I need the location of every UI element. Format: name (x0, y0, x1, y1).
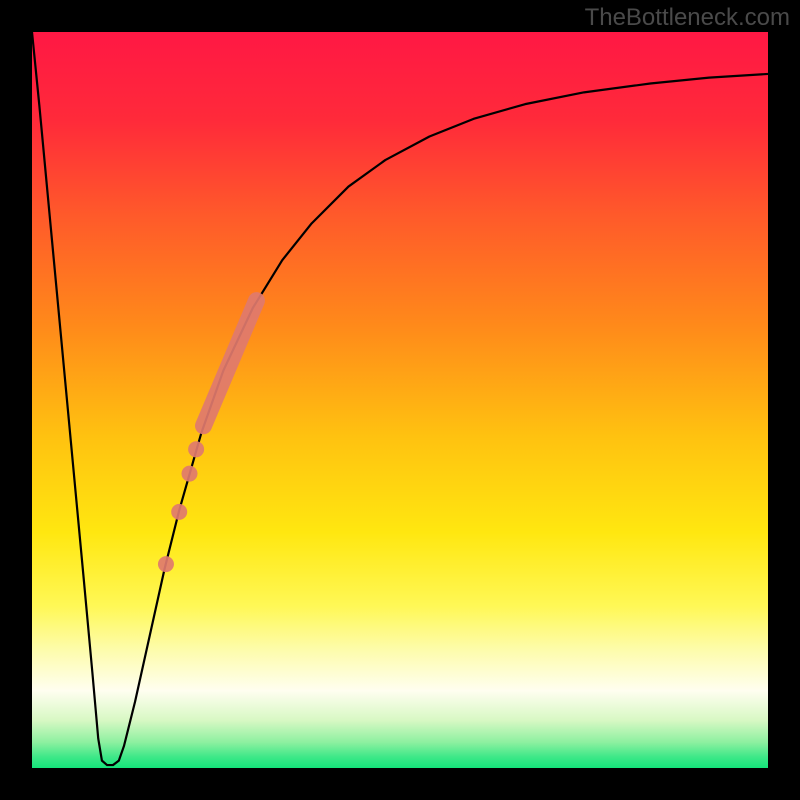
marker-dot (188, 441, 204, 457)
marker-dot (182, 466, 198, 482)
gradient-background (32, 32, 768, 768)
plot-svg (32, 32, 768, 768)
plot-area (32, 32, 768, 768)
marker-dot (171, 504, 187, 520)
marker-dot (158, 556, 174, 572)
chart-container: TheBottleneck.com (0, 0, 800, 800)
watermark-text: TheBottleneck.com (585, 4, 790, 32)
